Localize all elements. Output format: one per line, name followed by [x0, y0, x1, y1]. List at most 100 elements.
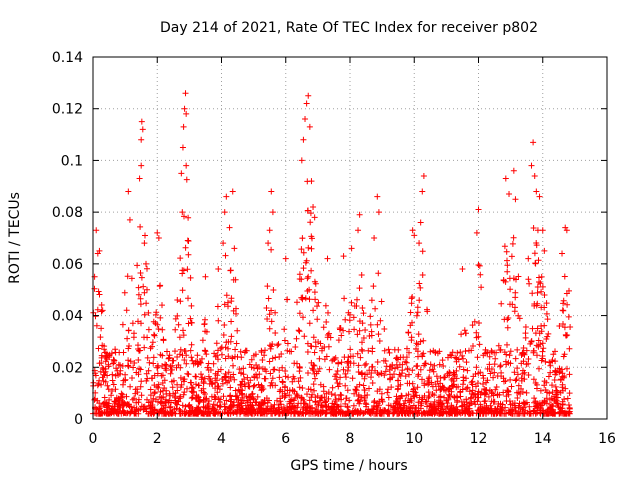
roti-point [375, 209, 382, 216]
roti-point [459, 266, 466, 273]
roti-point [311, 214, 318, 221]
roti-point [96, 247, 103, 254]
x-tick-label: 10 [405, 431, 423, 447]
y-tick-label: 0 [74, 412, 83, 428]
roti-point [221, 209, 228, 216]
roti-point [306, 123, 313, 130]
roti-point [305, 92, 312, 99]
roti-point [420, 172, 427, 179]
roti-point [348, 245, 355, 252]
y-tick-label: 0.1 [61, 153, 83, 169]
roti-point [138, 118, 145, 125]
roti-point [417, 219, 424, 226]
roti-point [371, 235, 378, 241]
roti-point [340, 253, 347, 260]
roti-point [282, 255, 289, 262]
roti-point [528, 162, 535, 169]
roti-point [154, 229, 161, 236]
x-tick-label: 8 [346, 431, 355, 447]
roti-point [215, 266, 222, 273]
roti-point [93, 227, 100, 234]
y-axis-label: ROTI / TECUs [7, 192, 23, 284]
roti-point [269, 209, 276, 216]
roti-point [179, 209, 186, 216]
y-tick-label: 0.14 [52, 50, 83, 66]
roti-point [182, 90, 189, 97]
x-axis-label: GPS time / hours [290, 458, 407, 474]
x-tick-label: 14 [534, 431, 552, 447]
y-tick-label: 0.06 [52, 257, 83, 273]
x-tick-label: 2 [153, 431, 162, 447]
roti-point [99, 307, 106, 314]
roti-point [539, 227, 546, 234]
roti-point [541, 247, 548, 254]
roti-point [475, 206, 482, 213]
roti-point [268, 188, 275, 195]
roti-point [183, 162, 190, 169]
roti-point [530, 139, 537, 146]
x-tick-labels: 0 2 4 6 8 10 12 14 16 [89, 431, 616, 447]
y-tick-label: 0.12 [52, 102, 83, 118]
x-tick-label: 12 [470, 431, 488, 447]
roti-point [512, 196, 519, 203]
roti-point [559, 250, 566, 257]
roti-point [231, 245, 238, 252]
roti-point [419, 188, 426, 195]
roti-point [139, 126, 146, 133]
y-tick-label: 0.02 [52, 360, 83, 376]
roti-point [473, 229, 480, 236]
roti-point [416, 240, 423, 247]
roti-point [136, 175, 143, 182]
roti-point [183, 110, 190, 117]
roti-point [303, 100, 310, 107]
roti-point [409, 227, 416, 234]
chart-title: Day 214 of 2021, Rate Of TEC Index for r… [160, 20, 538, 36]
roti-point [155, 235, 162, 241]
roti-point [229, 188, 236, 195]
roti-point [181, 105, 188, 112]
roti-point [310, 203, 317, 210]
y-tick-labels: 0 0.02 0.04 0.06 0.08 0.1 0.12 0.14 [52, 50, 83, 428]
roti-point [355, 227, 362, 234]
roti-point [179, 144, 186, 151]
roti-point [374, 193, 381, 200]
roti-point [223, 193, 230, 200]
x-tick-label: 0 [89, 431, 98, 447]
roti-point [506, 191, 513, 198]
roti-point [220, 240, 227, 247]
roti-point [308, 178, 315, 185]
roti-point [531, 172, 538, 179]
y-tick-label: 0.08 [52, 205, 83, 221]
roti-point [265, 240, 272, 247]
roti-point [125, 188, 132, 195]
roti-point [300, 136, 307, 143]
roti-point [138, 136, 145, 143]
y-tick-label: 0.04 [52, 309, 83, 325]
roti-point [356, 211, 363, 218]
x-tick-label: 4 [217, 431, 226, 447]
x-tick-label: 16 [598, 431, 616, 447]
roti-point [180, 123, 187, 130]
x-tick-label: 6 [281, 431, 290, 447]
roti-point [536, 193, 543, 200]
roti-point [141, 240, 148, 247]
roti-point [143, 260, 150, 267]
roti-point [138, 162, 145, 169]
roti-point [533, 188, 540, 195]
roti-point [266, 227, 273, 234]
roti-point [178, 170, 185, 177]
roti-point [502, 175, 509, 182]
roti-point [563, 227, 570, 234]
roti-point [525, 255, 532, 262]
roti-point-cloud [90, 176, 574, 417]
roti-point [202, 273, 209, 280]
roti-point [324, 255, 331, 262]
roti-point [302, 116, 309, 123]
roti-point [126, 216, 133, 223]
roti-point [226, 224, 233, 231]
data-points [90, 90, 574, 417]
axis-ticks [92, 56, 608, 420]
roti-point [411, 232, 418, 239]
roti-point [510, 167, 517, 174]
